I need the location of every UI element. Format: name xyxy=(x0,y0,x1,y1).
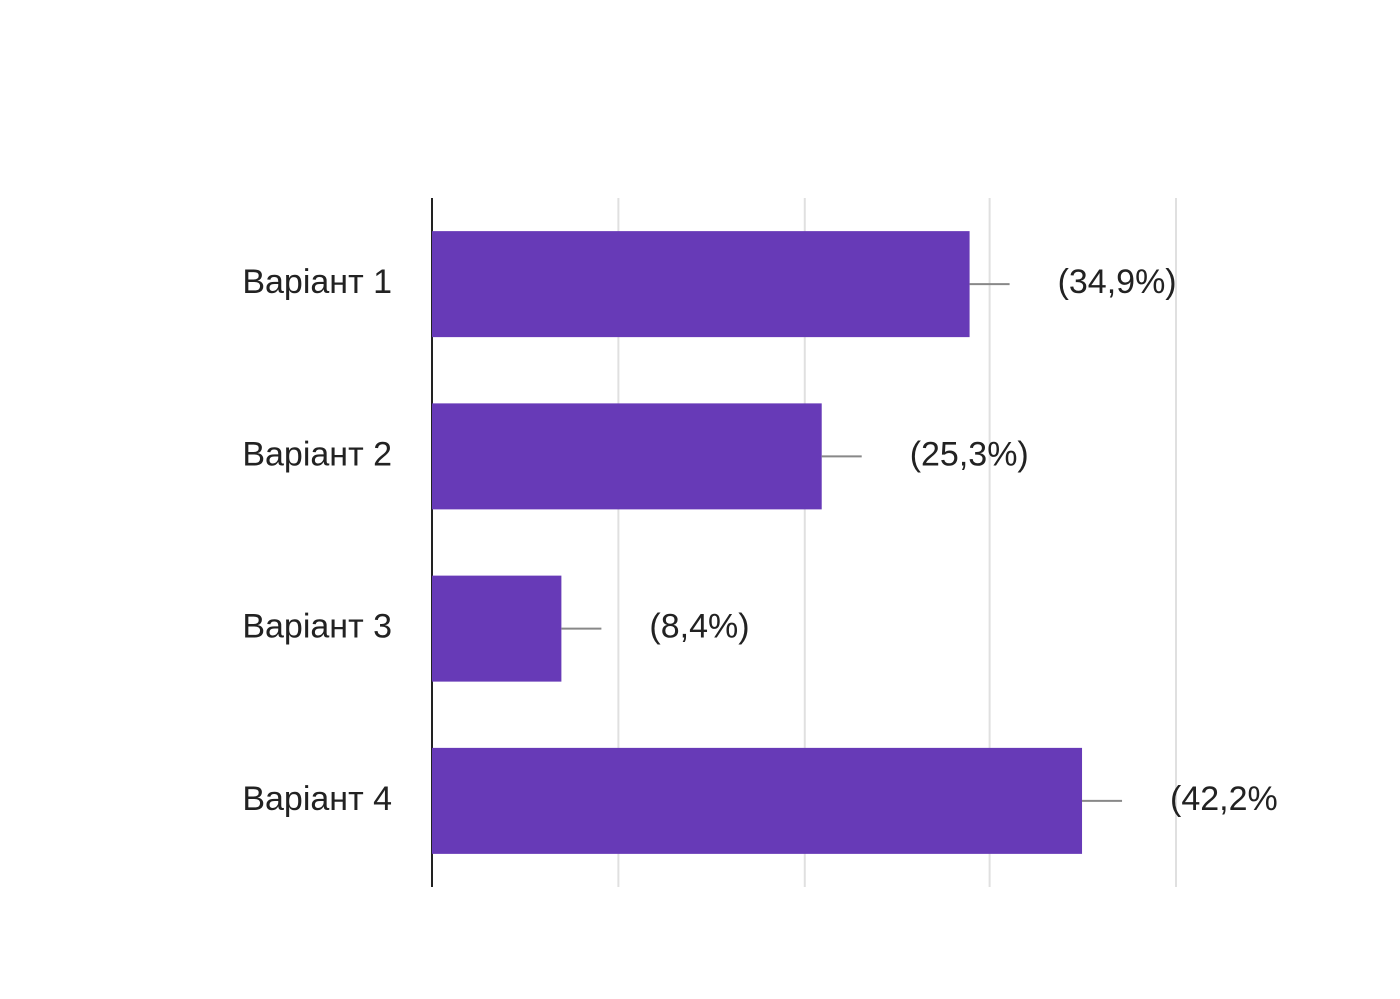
category-label: Варіант 2 xyxy=(242,435,392,473)
bar xyxy=(432,231,970,338)
value-label: (34,9%) xyxy=(1058,263,1177,301)
value-label: (42,2% xyxy=(1170,780,1278,818)
value-label: (8,4%) xyxy=(649,608,749,646)
bar xyxy=(432,747,1083,854)
category-label: Варіант 4 xyxy=(242,780,392,818)
category-label: Варіант 1 xyxy=(242,263,392,301)
bar xyxy=(432,403,822,510)
bar xyxy=(432,575,562,682)
category-label: Варіант 3 xyxy=(242,608,392,646)
value-label: (25,3%) xyxy=(910,435,1029,473)
